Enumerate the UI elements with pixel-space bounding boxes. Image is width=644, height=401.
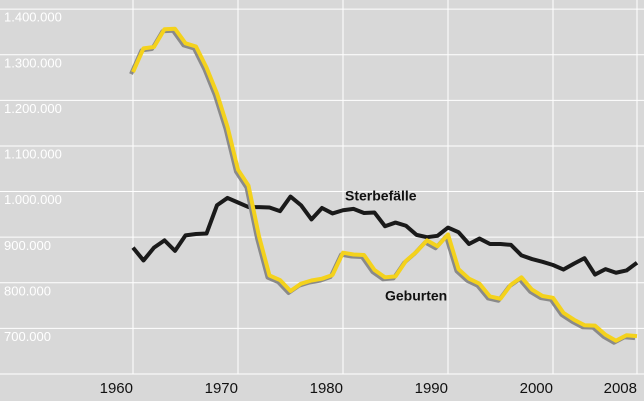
series-label: Sterbefälle: [345, 188, 417, 204]
x-tick-label: 1990: [415, 380, 448, 397]
y-tick-label: 700.000: [4, 329, 51, 344]
y-tick-label: 900.000: [4, 238, 51, 253]
x-tick-label: 2008: [604, 380, 637, 397]
line: [131, 26, 638, 343]
y-tick-label: 1.200.000: [4, 101, 62, 116]
y-tick-label: 1.000.000: [4, 192, 62, 207]
line-shadow: [129, 28, 636, 345]
x-tick-label: 1960: [100, 380, 133, 397]
line: [131, 194, 639, 277]
y-tick-label: 1.400.000: [4, 10, 62, 25]
y-tick-label: 1.100.000: [4, 147, 62, 162]
y-tick-label: 800.000: [4, 283, 51, 298]
x-tick-label: 2000: [520, 380, 553, 397]
y-tick-label: 1.300.000: [4, 55, 62, 70]
x-tick-label: 1970: [205, 380, 238, 397]
x-tick-label: 1980: [310, 380, 343, 397]
series-label: Geburten: [385, 288, 447, 304]
